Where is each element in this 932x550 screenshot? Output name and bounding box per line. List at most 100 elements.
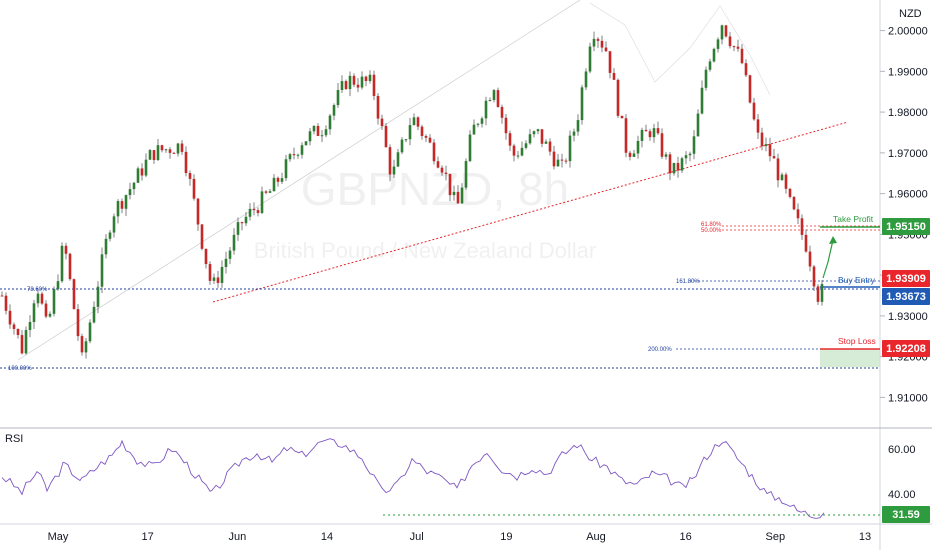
candle-body <box>140 168 144 176</box>
buy-entry-value: 1.93909 <box>886 273 926 285</box>
candle-body <box>656 128 660 134</box>
candle-body <box>492 90 496 100</box>
currency-label: NZD <box>899 8 922 20</box>
candle-body <box>16 328 20 336</box>
candle-body <box>472 124 476 135</box>
candle-body <box>344 81 348 90</box>
candle-body <box>8 310 12 325</box>
candle-body <box>56 281 60 290</box>
candle-body <box>464 161 468 188</box>
candle-body <box>456 191 460 204</box>
candle-body <box>632 153 636 157</box>
price-tick-label: 1.98000 <box>888 107 928 119</box>
candle-body <box>424 135 428 138</box>
candle-body <box>508 133 512 146</box>
candle-body <box>724 25 728 37</box>
candle-body <box>20 335 24 354</box>
candle-body <box>800 218 804 235</box>
candle-body <box>744 63 748 76</box>
candle-body <box>252 208 256 211</box>
candle-body <box>516 155 520 157</box>
candle-body <box>600 40 604 48</box>
candle-body <box>328 115 332 130</box>
fib-618-label: 61.80% <box>701 222 722 228</box>
candle-body <box>332 105 336 116</box>
candle-body <box>340 81 344 90</box>
candle-body <box>216 277 220 283</box>
candle-body <box>624 118 628 153</box>
candle-body <box>12 324 16 329</box>
candle-body <box>112 216 116 233</box>
candle-body <box>548 141 552 152</box>
candle-body <box>572 131 576 136</box>
candle-body <box>660 133 664 157</box>
candle-body <box>716 39 720 49</box>
candle-body <box>520 147 524 156</box>
candle-body <box>592 38 596 47</box>
candle-body <box>608 51 612 73</box>
take-profit-tag <box>882 218 930 235</box>
candle-body <box>428 137 432 143</box>
candle-body <box>224 258 228 268</box>
candle-body <box>36 293 40 304</box>
candle-body <box>668 154 672 174</box>
candle-body <box>200 224 204 249</box>
candle-body <box>40 293 44 304</box>
candle-body <box>196 198 200 225</box>
candle-body <box>552 151 556 167</box>
current-price-tag <box>882 288 930 305</box>
candles <box>0 24 824 359</box>
candle-body <box>276 177 280 182</box>
candle-body <box>180 143 184 152</box>
candle-body <box>288 154 292 160</box>
time-tick-label: Jun <box>228 531 246 543</box>
time-tick-label: Aug <box>586 531 606 543</box>
candle-body <box>764 144 768 147</box>
candle-body <box>460 187 464 204</box>
time-tick-label: 19 <box>500 531 512 543</box>
buy-entry-tag <box>882 270 930 287</box>
candle-body <box>496 90 500 107</box>
candle-body <box>316 125 320 136</box>
price-tick-label: 1.97000 <box>888 148 928 160</box>
candle-body <box>576 120 580 132</box>
candle-body <box>444 172 448 174</box>
candle-body <box>28 321 32 331</box>
fib-1618-label: 161.80% <box>676 279 700 285</box>
candle-body <box>268 191 272 193</box>
candle-body <box>676 162 680 171</box>
candle-body <box>128 189 132 196</box>
rsi-line <box>1 438 825 519</box>
candle-body <box>352 75 356 85</box>
candle-body <box>664 154 668 157</box>
pattern-line <box>589 2 771 96</box>
candle-body <box>264 191 268 193</box>
candle-body <box>204 248 208 265</box>
candle-body <box>480 118 484 124</box>
candle-body <box>324 129 328 136</box>
candle-body <box>72 279 76 310</box>
price-tick-label: 1.93000 <box>888 311 928 323</box>
stop-zone <box>820 349 880 367</box>
candle-body <box>796 209 800 219</box>
candle-body <box>556 159 560 167</box>
candle-body <box>380 118 384 126</box>
candle-body <box>732 46 736 48</box>
candle-body <box>236 222 240 235</box>
candle-body <box>368 74 372 82</box>
time-tick-label: Sep <box>766 531 786 543</box>
candle-body <box>484 100 488 119</box>
time-axis[interactable]: May 17 Jun 14 Jul 19 Aug 16 Sep 13 <box>48 531 872 543</box>
candle-body <box>24 330 28 354</box>
candle-body <box>684 155 688 159</box>
arrow-head-icon <box>829 236 837 244</box>
candle-body <box>620 115 624 119</box>
candle-body <box>736 46 740 49</box>
candle-body <box>692 136 696 154</box>
candle-body <box>300 145 304 155</box>
candle-body <box>532 131 536 135</box>
main-pane[interactable] <box>0 0 880 428</box>
candle-body <box>228 250 232 259</box>
candle-body <box>776 158 780 181</box>
